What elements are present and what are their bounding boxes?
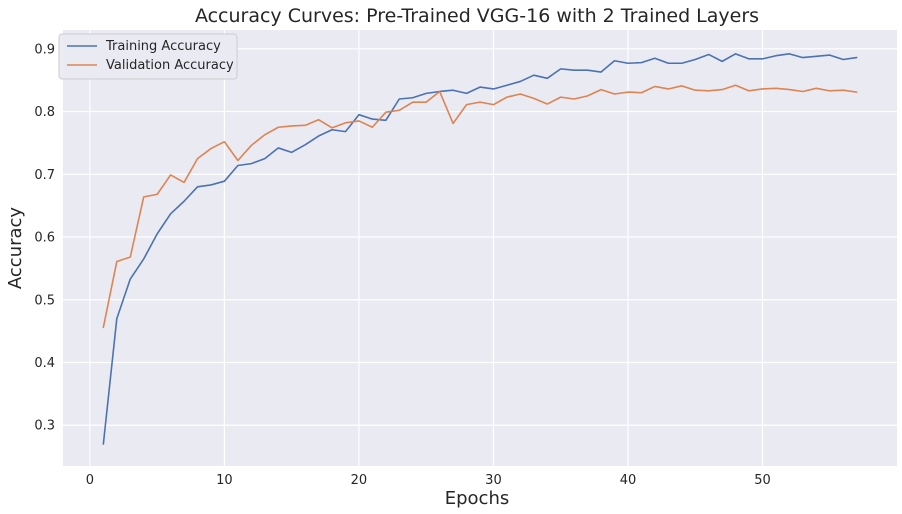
legend-box — [58, 33, 238, 80]
x-tick-label: 50 — [754, 473, 771, 488]
y-tick-label: 0.6 — [34, 231, 55, 246]
y-tick-label: 0.5 — [34, 293, 55, 308]
x-tick-labels: 0 10 20 30 40 50 — [86, 473, 771, 488]
plot-area — [63, 30, 897, 466]
y-axis-label: Accuracy — [5, 207, 26, 290]
x-tick-label: 10 — [216, 473, 233, 488]
y-tick-label: 0.3 — [34, 419, 55, 434]
x-axis-label: Epochs — [445, 488, 510, 509]
x-tick-label: 30 — [485, 473, 502, 488]
series-lines — [102, 53, 858, 445]
y-tick-label: 0.4 — [34, 356, 55, 371]
x-tick-label: 20 — [351, 473, 368, 488]
training-accuracy-line — [102, 53, 858, 445]
y-tick-label: 0.9 — [34, 42, 55, 57]
grid — [63, 30, 897, 466]
y-tick-label: 0.8 — [34, 105, 55, 120]
x-tick-label: 40 — [620, 473, 637, 488]
x-tick-label: 0 — [86, 473, 94, 488]
y-tick-labels: 0.3 0.4 0.5 0.6 0.7 0.8 0.9 — [34, 42, 55, 433]
legend-label-training: Training Accuracy — [105, 39, 221, 54]
validation-accuracy-line — [102, 84, 858, 329]
legend-label-validation: Validation Accuracy — [106, 58, 234, 73]
legend: Training Accuracy Validation Accuracy — [58, 33, 238, 80]
y-tick-label: 0.7 — [34, 168, 55, 183]
chart-title: Accuracy Curves: Pre-Trained VGG-16 with… — [195, 5, 759, 27]
